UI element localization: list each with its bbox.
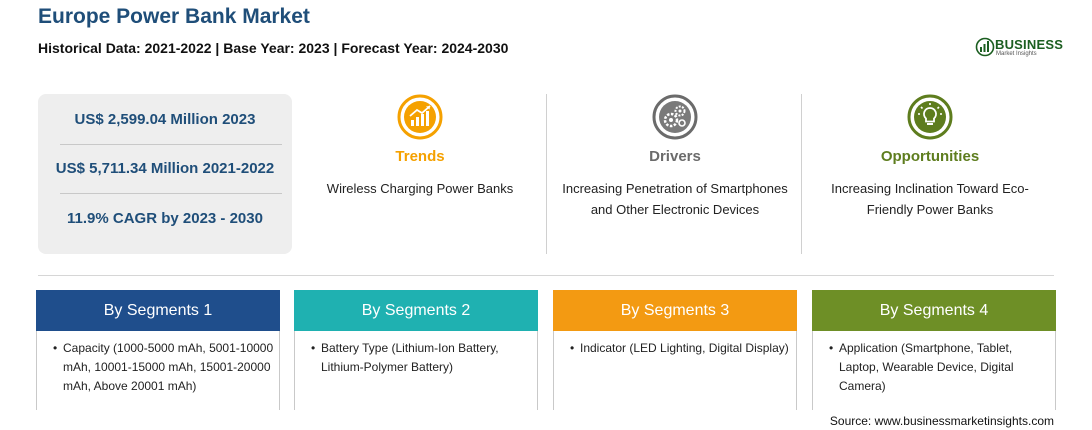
trends-title: Trends [395,148,445,165]
company-logo: BUSINESS Market Insights [975,36,1065,60]
segment-list-item: • Application (Smartphone, Tablet, Lapto… [829,339,1051,396]
cagr-value: 11.9% CAGR by 2023 - 2030 [67,210,263,227]
bullet-icon: • [53,341,58,355]
drivers-column: Drivers Increasing Penetration of Smartp… [555,94,795,254]
bullet-icon: • [311,341,316,355]
market-value-historical: US$ 5,711.34 Million 2021-2022 [55,160,275,177]
trends-text: Wireless Charging Power Banks [326,181,514,196]
segment-card-4: By Segments 4 • Application (Smartphone,… [812,290,1056,410]
segment-header: By Segments 1 [36,290,280,331]
market-stats-panel: US$ 2,599.04 Million 2023 US$ 5,711.34 M… [38,94,292,254]
lightbulb-icon [907,94,953,140]
segment-body: • Capacity (1000-5000 mAh, 5001-10000 mA… [36,331,280,410]
segment-text: Indicator (LED Lighting, Digital Display… [580,341,789,355]
segment-text: Application (Smartphone, Tablet, Laptop,… [839,341,1014,393]
segment-list-item: • Capacity (1000-5000 mAh, 5001-10000 mA… [53,339,275,396]
bullet-icon: • [570,341,575,355]
trending-chart-icon [397,94,443,140]
market-value-2023: US$ 2,599.04 Million 2023 [74,111,256,128]
segment-card-2: By Segments 2 • Battery Type (Lithium-Io… [294,290,538,410]
opportunities-column: Opportunities Increasing Inclination Tow… [810,94,1050,254]
segment-text: Capacity (1000-5000 mAh, 5001-10000 mAh,… [63,341,274,393]
trends-column: Trends Wireless Charging Power Banks [300,94,540,254]
segment-text: Battery Type (Lithium-Ion Battery, Lithi… [321,341,499,374]
segment-body: • Indicator (LED Lighting, Digital Displ… [553,331,797,410]
segment-list-item: • Battery Type (Lithium-Ion Battery, Lit… [311,339,533,377]
logo-wordmark: BUSINESS [995,37,1064,52]
gears-icon [652,94,698,140]
segment-list-item: • Indicator (LED Lighting, Digital Displ… [570,339,792,358]
segment-body: • Battery Type (Lithium-Ion Battery, Lit… [294,331,538,410]
segment-header: By Segments 2 [294,290,538,331]
opportunities-title: Opportunities [880,148,980,165]
section-divider [38,275,1054,276]
drivers-text: Increasing Penetration of Smartphones an… [562,181,788,217]
segment-card-3: By Segments 3 • Indicator (LED Lighting,… [553,290,797,410]
stat-divider [60,193,282,194]
source-credit: Source: www.businessmarketinsights.com [829,414,1054,428]
opportunities-text: Increasing Inclination Toward Eco-Friend… [831,181,1029,217]
segment-body: • Application (Smartphone, Tablet, Lapto… [812,331,1056,410]
stat-divider [60,144,282,145]
drivers-title: Drivers [649,148,701,165]
segment-header: By Segments 3 [553,290,797,331]
page-title: Europe Power Bank Market [38,5,310,28]
logo-tagline: Market Insights [996,51,1037,57]
page-subtitle: Historical Data: 2021-2022 | Base Year: … [38,40,509,56]
logo-globe-icon [975,37,995,57]
column-divider [546,94,547,254]
column-divider [801,94,802,254]
segment-card-1: By Segments 1 • Capacity (1000-5000 mAh,… [36,290,280,410]
bullet-icon: • [829,341,834,355]
segment-header: By Segments 4 [812,290,1056,331]
